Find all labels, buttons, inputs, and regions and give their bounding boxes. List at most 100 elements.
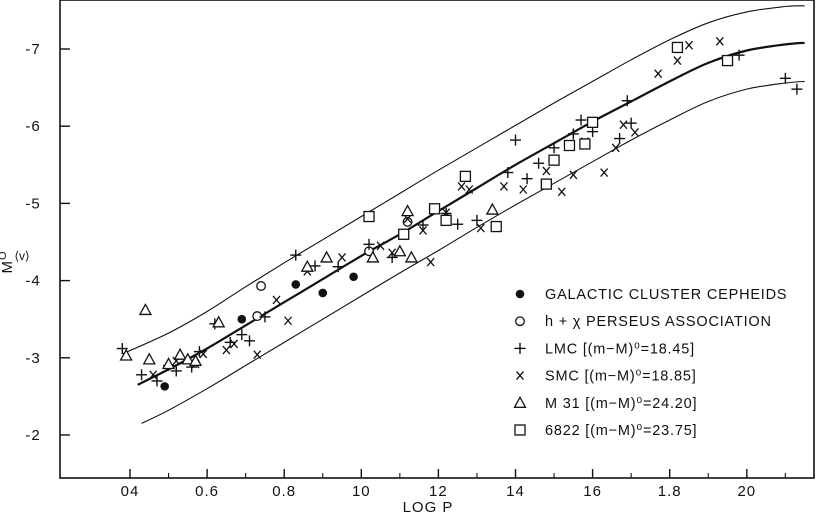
plus-point [533,157,545,169]
y-tick-label: -3 [25,350,40,367]
plus-point [502,167,514,179]
plus-point [417,219,429,231]
plus-point [363,238,375,250]
x-tick-label: 1.8 [658,483,682,500]
open-circle-point [402,216,413,227]
square-point [671,41,684,54]
plus-point [236,329,248,341]
triangle-point [404,250,419,263]
triangle-point [119,348,133,361]
triangle-point [393,244,407,257]
legend-entry-label: 6822 [(m−M)⁰=23.75] [545,423,697,439]
cross-point [418,225,427,235]
data-points [116,36,803,391]
plus-point [614,133,626,145]
plus-point [779,72,791,84]
plus-point [116,343,128,355]
filled-circle-point [291,280,301,289]
cross-point [684,40,693,50]
open-circle-point [256,281,267,291]
cross-point [149,370,158,380]
legend-marker-square [514,424,526,436]
plus-point [290,249,302,261]
y-tick-label: -7 [25,41,40,58]
cross-point [272,295,281,305]
triangle-point [188,354,203,367]
square-point [490,220,502,233]
cross-point [338,253,347,262]
filled-circle-point [318,288,328,298]
plus-point [548,142,560,154]
svg-text:MO: MO [0,250,16,273]
square-point [428,203,441,215]
triangle-point [300,259,314,272]
square-point [579,138,591,150]
y-axis-label-main: M [0,260,16,274]
plus-point [452,218,464,230]
y-tick-label: -6 [25,118,40,135]
triangle-point [320,250,334,263]
plus-point [471,214,483,226]
cross-point [499,181,508,191]
legend-marker-cross [516,371,524,381]
cross-point [230,339,239,349]
cross-point [611,143,620,153]
plus-point [224,336,236,348]
triangle-point [181,352,195,365]
cross-point [654,69,663,79]
square-point [398,228,410,240]
y-axis-label: MO ⟨v⟩ [0,249,30,274]
plus-point [309,260,321,272]
plus-point [621,95,633,107]
cross-point [376,241,385,251]
axes: 04 0.6 0.8 10 12 14 16 1.8 20 -2 -3 -4 -5 -6 -7 [25,41,786,500]
cross-point [715,36,724,46]
cross-point [673,56,682,66]
plus-point [332,261,344,273]
filled-circle-point [349,272,358,282]
y-tick-label: -5 [25,195,40,212]
cross-point [519,185,528,194]
cross-point [569,170,578,180]
x-tick-label: 20 [737,483,756,500]
y-axis-label-sub: ⟨v⟩ [14,249,29,263]
square-point [459,170,472,183]
ridge-line [137,41,805,386]
x-tick-label: 10 [352,483,371,500]
cross-point [631,127,639,137]
legend-marker-plus [514,342,526,354]
cross-point [222,345,231,355]
legend: GALACTIC CLUSTER CEPHEIDS h + χ PERSEUS A… [513,287,787,439]
legend-entry-label: LMC [(m−M)⁰=18.45] [545,341,695,357]
plus-point [170,365,182,377]
square-point [586,116,599,128]
legend-marker-open-circle [515,316,525,327]
plus-point [136,369,148,381]
plus-point [259,311,271,323]
y-tick-label: -4 [25,273,40,290]
upper-envelope [122,5,805,355]
cross-point [426,257,435,267]
triangle-point [400,204,415,217]
cross-point [284,316,293,326]
plus-point [244,335,256,347]
filled-circle-point [160,382,169,391]
legend-entry-label: h + χ PERSEUS ASSOCIATION [545,314,772,330]
curves [122,5,805,424]
triangle-point [161,357,176,370]
square-point [548,154,560,166]
x-tick-label: 12 [429,483,448,500]
x-tick-label: 04 [121,483,140,500]
filled-circle-point [237,314,247,324]
cross-point [600,168,609,177]
cross-point [542,166,551,176]
cross-point [465,185,474,194]
legend-marker-triangle [513,395,527,408]
square-point [440,214,452,227]
square-point [563,139,576,152]
plus-point [151,375,163,387]
lower-envelope [141,80,805,424]
cross-point [457,181,466,191]
triangle-point [485,202,499,215]
